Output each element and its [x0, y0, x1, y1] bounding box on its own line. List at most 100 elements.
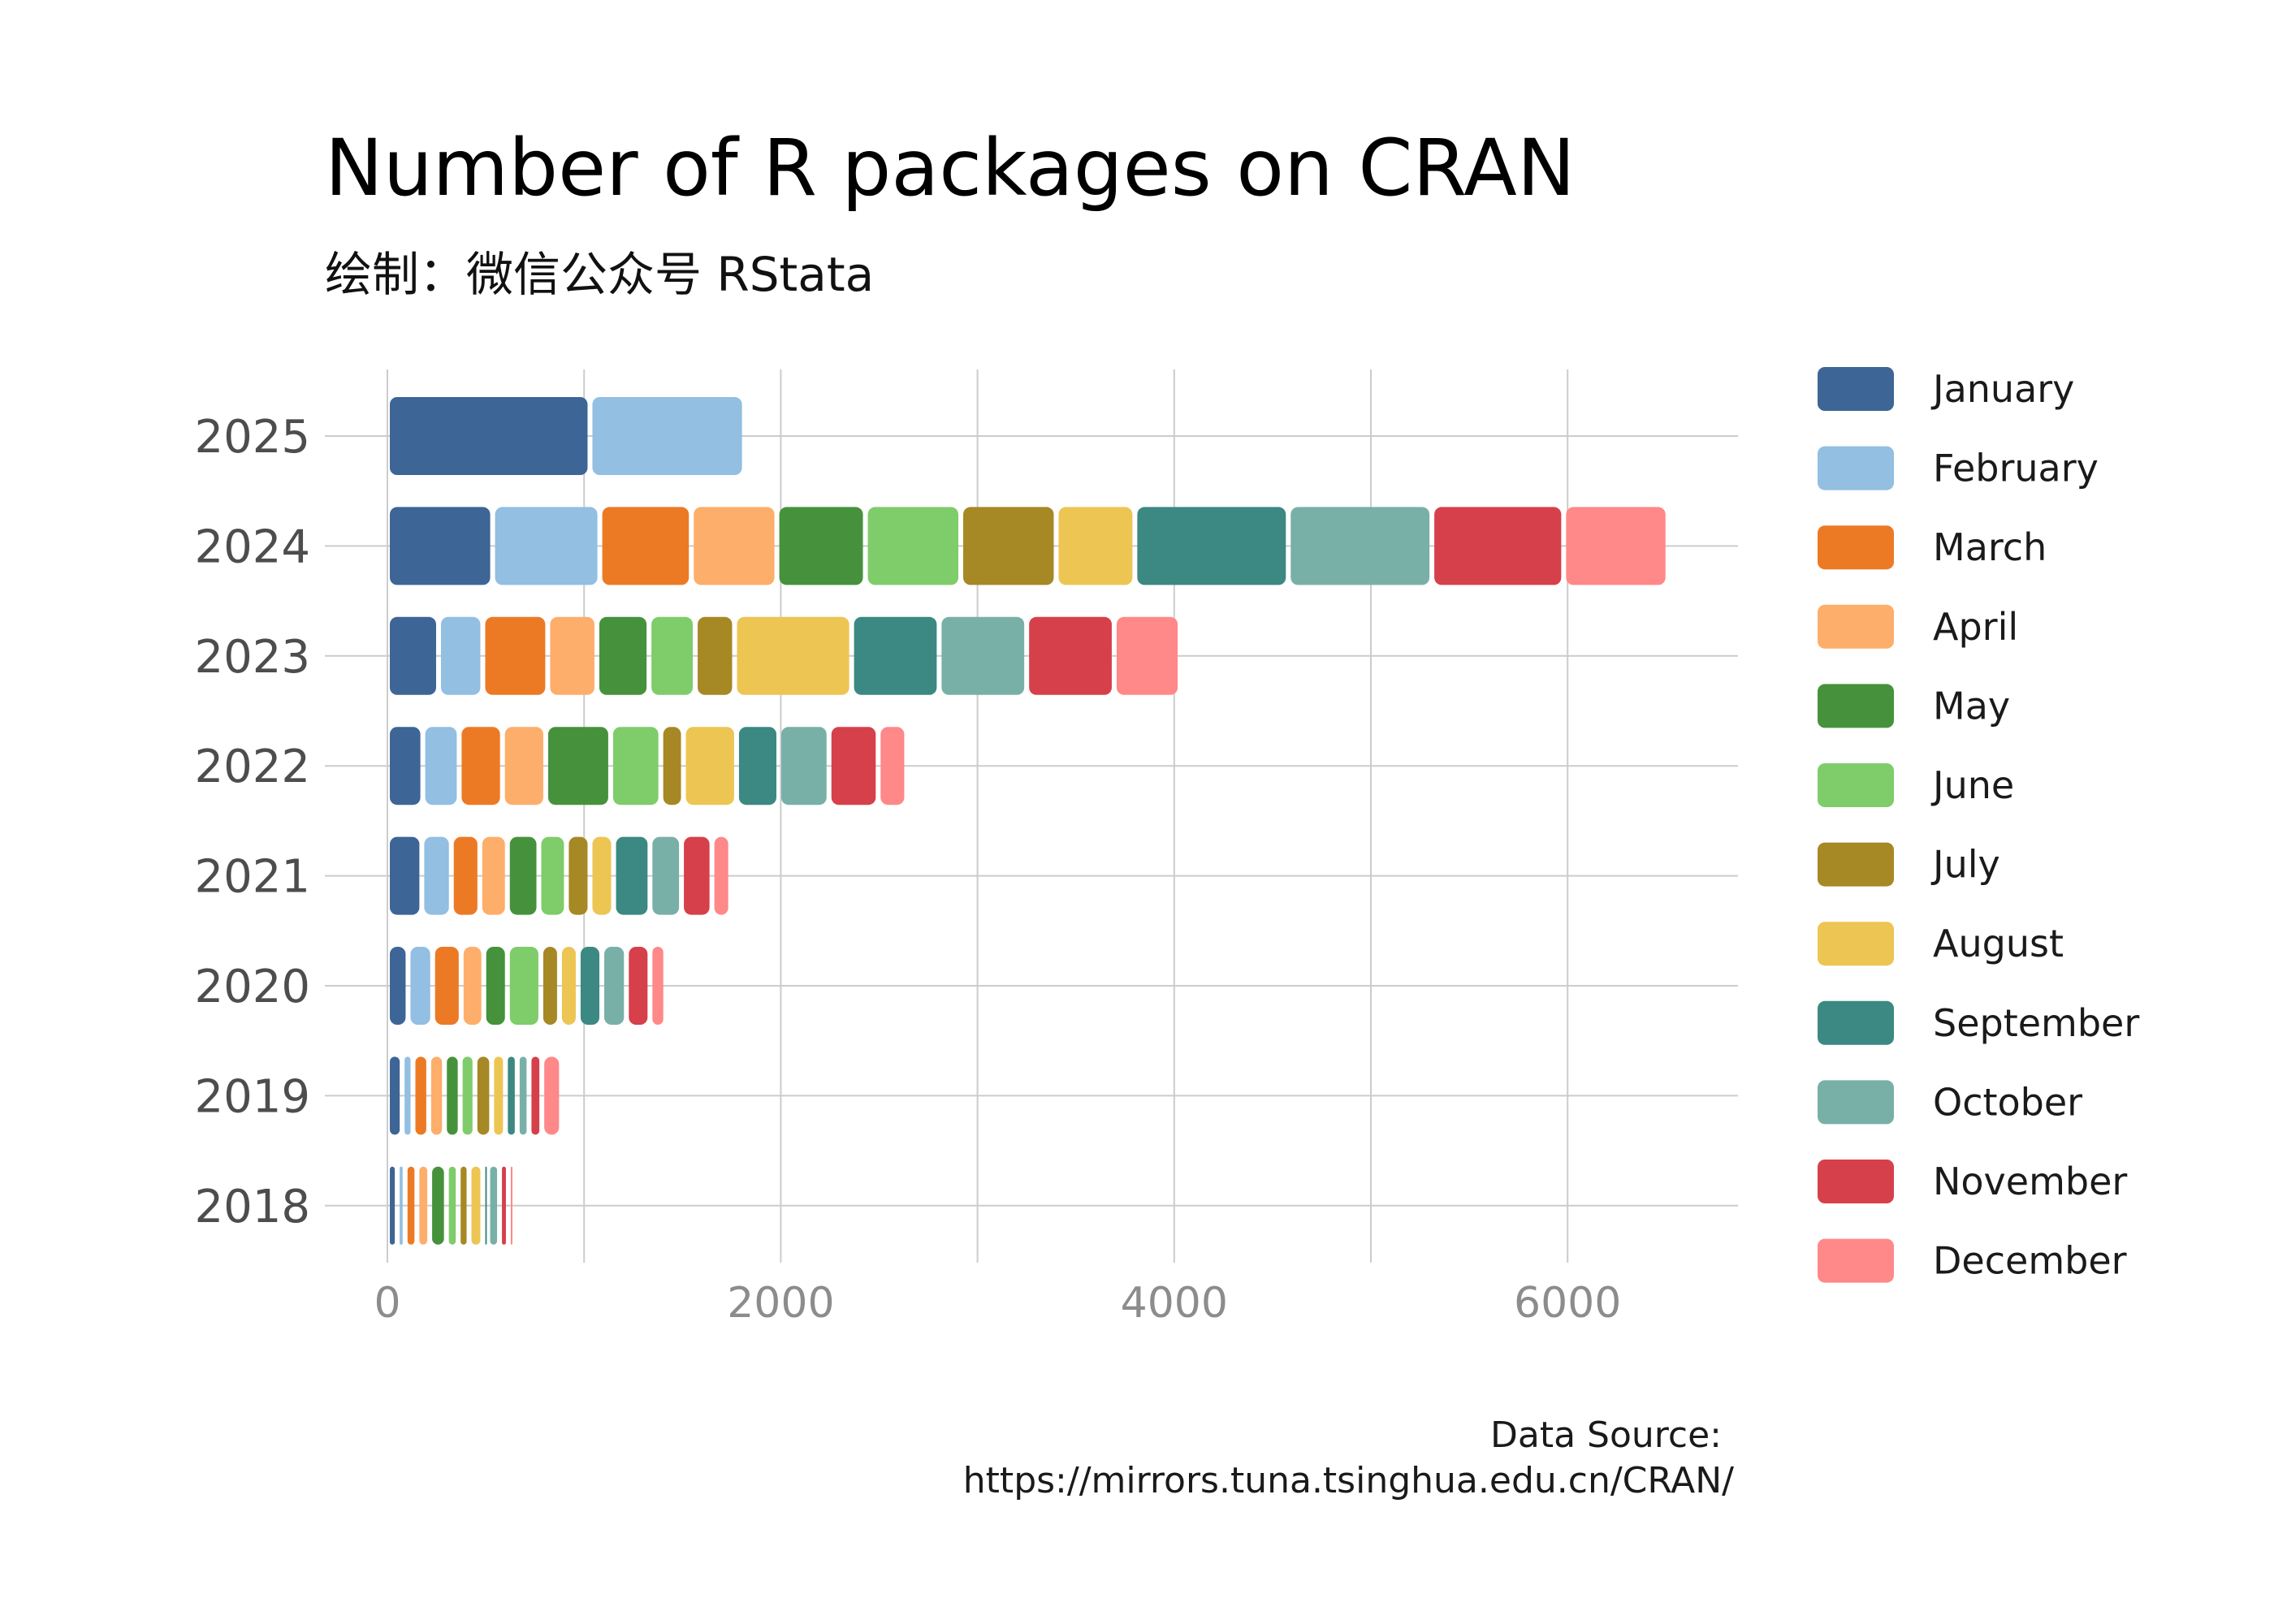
y-tick-label: 2022 [194, 741, 310, 793]
legend: January February March April May June July Augu… [1818, 367, 2139, 1283]
bar-segment-december-2024 [1566, 507, 1666, 585]
bar-segment-october-2018 [490, 1166, 498, 1245]
legend-label-august: August [1933, 922, 2064, 965]
y-tick-label: 2020 [194, 961, 310, 1013]
y-tick-label: 2018 [194, 1181, 310, 1233]
legend-label-june: June [1930, 763, 2014, 807]
bar-segment-may-2022 [547, 727, 608, 806]
bar-segment-january-2021 [390, 836, 420, 915]
legend-key-november [1818, 1160, 1894, 1203]
bar-segment-october-2019 [519, 1056, 527, 1135]
bar-segment-april-2022 [504, 727, 543, 806]
bar-segment-july-2023 [698, 616, 733, 695]
y-axis: 2025 2024 2023 2022 2021 2020 2019 2018 [194, 411, 310, 1233]
bar-segment-april-2023 [550, 616, 594, 695]
bar-segment-april-2018 [419, 1166, 428, 1245]
bar-segment-december-2021 [714, 836, 728, 915]
bar-segment-august-2019 [494, 1056, 504, 1135]
bar-segment-june-2022 [612, 727, 659, 806]
bar-segment-october-2023 [941, 616, 1025, 695]
bar-segment-march-2020 [434, 947, 459, 1025]
legend-label-october: October [1933, 1080, 2082, 1124]
bar-segment-july-2022 [663, 727, 681, 806]
bar-segment-november-2020 [629, 947, 648, 1025]
bar-segment-june-2021 [541, 836, 564, 915]
bar-segment-april-2020 [463, 947, 482, 1025]
legend-key-october [1818, 1080, 1894, 1125]
bar-segment-february-2023 [440, 616, 481, 695]
bar-segment-december-2018 [510, 1166, 512, 1245]
y-tick-label: 2023 [194, 631, 310, 684]
chart-subtitle: 绘制：微信公众号 RStata [325, 247, 874, 302]
bar-segment-january-2020 [390, 947, 406, 1025]
legend-key-december [1818, 1238, 1894, 1283]
legend-label-july: July [1930, 843, 2000, 887]
bar-segment-august-2022 [685, 727, 734, 806]
bar-segment-july-2024 [963, 507, 1054, 585]
bar-segment-december-2019 [544, 1056, 560, 1135]
bar-segment-february-2019 [404, 1056, 411, 1135]
bar-segment-february-2022 [425, 727, 457, 806]
legend-key-may [1818, 684, 1894, 728]
bar-segment-august-2018 [471, 1166, 481, 1245]
bar-segment-february-2021 [424, 836, 449, 915]
bar-segment-january-2023 [390, 616, 436, 695]
bar-segment-january-2022 [390, 727, 421, 806]
legend-label-november: November [1933, 1160, 2127, 1203]
bar-segment-june-2019 [462, 1056, 473, 1135]
bar-segment-november-2023 [1029, 616, 1112, 695]
bar-segment-august-2021 [592, 836, 612, 915]
x-tick-label: 4000 [1121, 1279, 1228, 1328]
bar-segment-march-2023 [485, 616, 546, 695]
bar-segment-december-2022 [880, 727, 905, 806]
bar-segment-august-2020 [561, 947, 576, 1025]
bar-segment-october-2021 [652, 836, 680, 915]
bar-segment-march-2024 [602, 507, 690, 585]
bar-segment-june-2018 [448, 1166, 456, 1245]
bar-segment-may-2021 [509, 836, 537, 915]
bar-segment-may-2020 [486, 947, 505, 1025]
bar-segment-july-2018 [460, 1166, 467, 1245]
bar-segment-november-2021 [684, 836, 710, 915]
legend-label-september: September [1933, 1001, 2139, 1045]
bar-segment-june-2023 [651, 616, 694, 695]
bar-segment-april-2024 [694, 507, 775, 585]
bar-segment-july-2019 [477, 1056, 490, 1135]
bar-segment-january-2019 [390, 1056, 400, 1135]
bar-segment-november-2019 [531, 1056, 540, 1135]
bar-segment-april-2019 [430, 1056, 443, 1135]
bar-segment-july-2021 [568, 836, 588, 915]
bar-segment-september-2021 [616, 836, 648, 915]
bar-segment-february-2024 [495, 507, 598, 585]
bar-segment-september-2022 [738, 727, 776, 806]
legend-key-january [1818, 367, 1894, 411]
bar-segment-september-2019 [508, 1056, 515, 1135]
bar-segment-february-2018 [400, 1166, 403, 1245]
bar-segment-june-2020 [509, 947, 538, 1025]
bars [390, 397, 1666, 1245]
caption-line-2: https://mirrors.tuna.tsinghua.edu.cn/CRA… [963, 1460, 1734, 1501]
bar-segment-march-2018 [407, 1166, 415, 1245]
y-tick-label: 2019 [194, 1070, 310, 1123]
legend-key-february [1818, 446, 1894, 490]
legend-key-april [1818, 604, 1894, 649]
bar-segment-september-2023 [854, 616, 937, 695]
bar-segment-october-2020 [603, 947, 625, 1025]
x-tick-label: 0 [374, 1279, 400, 1328]
bar-segment-may-2023 [599, 616, 647, 695]
bar-segment-march-2021 [453, 836, 478, 915]
legend-label-january: January [1930, 367, 2074, 411]
legend-key-june [1818, 763, 1894, 807]
x-tick-label: 2000 [727, 1279, 834, 1328]
legend-key-july [1818, 842, 1894, 887]
y-tick-label: 2025 [194, 411, 310, 464]
bar-segment-april-2021 [482, 836, 505, 915]
bar-segment-november-2024 [1434, 507, 1562, 585]
bar-segment-august-2023 [737, 616, 850, 695]
bar-segment-october-2022 [780, 727, 827, 806]
legend-key-august [1818, 922, 1894, 966]
legend-label-march: March [1933, 525, 2047, 569]
bar-segment-may-2024 [779, 507, 863, 585]
caption-line-1: Data Source: [1490, 1415, 1722, 1456]
